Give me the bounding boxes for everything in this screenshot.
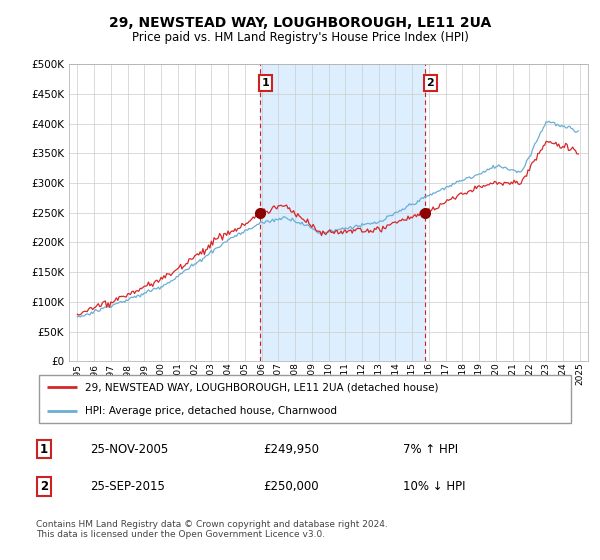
- FancyBboxPatch shape: [39, 375, 571, 423]
- Text: 29, NEWSTEAD WAY, LOUGHBOROUGH, LE11 2UA: 29, NEWSTEAD WAY, LOUGHBOROUGH, LE11 2UA: [109, 16, 491, 30]
- Text: £250,000: £250,000: [263, 480, 319, 493]
- Text: 7% ↑ HPI: 7% ↑ HPI: [403, 442, 458, 456]
- Text: 1: 1: [40, 442, 48, 456]
- Text: 25-NOV-2005: 25-NOV-2005: [90, 442, 168, 456]
- Text: Contains HM Land Registry data © Crown copyright and database right 2024.
This d: Contains HM Land Registry data © Crown c…: [36, 520, 388, 539]
- Text: Price paid vs. HM Land Registry's House Price Index (HPI): Price paid vs. HM Land Registry's House …: [131, 31, 469, 44]
- Text: 29, NEWSTEAD WAY, LOUGHBOROUGH, LE11 2UA (detached house): 29, NEWSTEAD WAY, LOUGHBOROUGH, LE11 2UA…: [85, 382, 438, 393]
- Text: 1: 1: [262, 78, 269, 88]
- Text: 10% ↓ HPI: 10% ↓ HPI: [403, 480, 466, 493]
- Bar: [260, 64, 425, 361]
- Text: 2: 2: [40, 480, 48, 493]
- Text: £249,950: £249,950: [263, 442, 319, 456]
- Text: 2: 2: [427, 78, 434, 88]
- Text: 25-SEP-2015: 25-SEP-2015: [90, 480, 165, 493]
- Text: HPI: Average price, detached house, Charnwood: HPI: Average price, detached house, Char…: [85, 405, 337, 416]
